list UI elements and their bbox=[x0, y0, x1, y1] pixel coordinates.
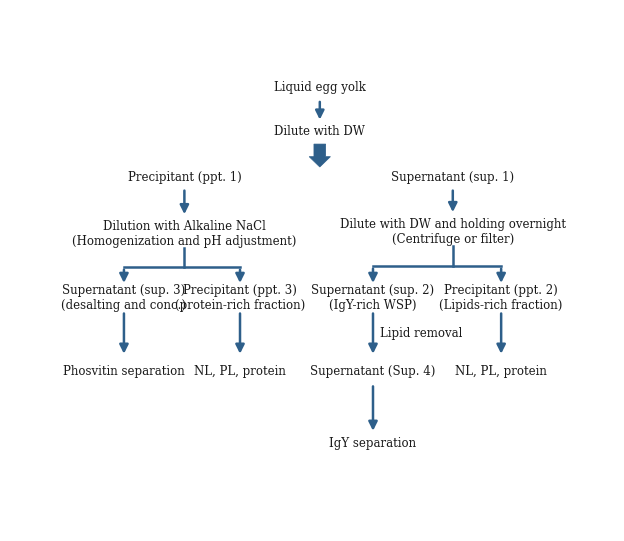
Text: Precipitant (ppt. 1): Precipitant (ppt. 1) bbox=[127, 171, 241, 184]
Polygon shape bbox=[309, 144, 331, 167]
Text: NL, PL, protein: NL, PL, protein bbox=[456, 365, 547, 378]
Text: Liquid egg yolk: Liquid egg yolk bbox=[274, 81, 366, 94]
Text: NL, PL, protein: NL, PL, protein bbox=[194, 365, 286, 378]
Text: Dilute with DW and holding overnight
(Centrifuge or filter): Dilute with DW and holding overnight (Ce… bbox=[340, 217, 566, 246]
Text: Phosvitin separation: Phosvitin separation bbox=[63, 365, 185, 378]
Text: Dilution with Alkaline NaCl
(Homogenization and pH adjustment): Dilution with Alkaline NaCl (Homogenizat… bbox=[72, 220, 296, 248]
Text: Supernatant (sup. 2)
(IgY-rich WSP): Supernatant (sup. 2) (IgY-rich WSP) bbox=[311, 284, 434, 312]
Text: Supernatant (sup. 3)
(desalting and conc.): Supernatant (sup. 3) (desalting and conc… bbox=[61, 284, 187, 312]
Text: Supernatant (Sup. 4): Supernatant (Sup. 4) bbox=[310, 365, 436, 378]
Text: Dilute with DW: Dilute with DW bbox=[275, 125, 365, 138]
Text: Precipitant (ppt. 3)
(protein-rich fraction): Precipitant (ppt. 3) (protein-rich fract… bbox=[175, 284, 305, 312]
Text: Precipitant (ppt. 2)
(Lipids-rich fraction): Precipitant (ppt. 2) (Lipids-rich fracti… bbox=[439, 284, 563, 312]
Text: Supernatant (sup. 1): Supernatant (sup. 1) bbox=[391, 171, 514, 184]
Text: IgY separation: IgY separation bbox=[329, 438, 417, 451]
Text: Lipid removal: Lipid removal bbox=[380, 327, 462, 340]
